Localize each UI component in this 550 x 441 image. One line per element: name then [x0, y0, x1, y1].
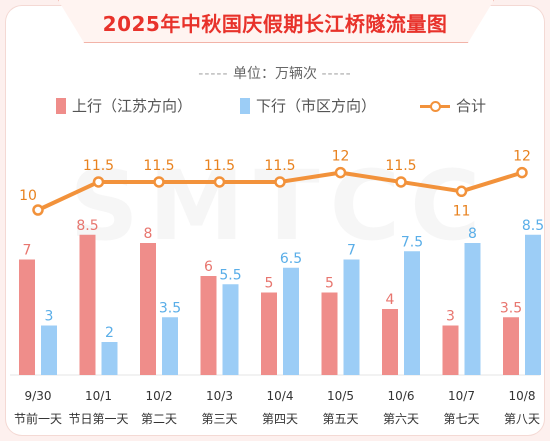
- x-tick-day-10/3: 第三天: [201, 412, 237, 426]
- bar-up-label-9/30: 7: [23, 243, 32, 259]
- bar-down-10/5: [343, 259, 360, 375]
- total-label-10/1: 11.5: [83, 158, 114, 174]
- bar-up-10/1: [79, 234, 96, 375]
- total-label-9/30: 10: [19, 188, 37, 204]
- legend: 上行（江苏方向） 下行（市区方向） 合计: [0, 95, 550, 115]
- total-label-10/5: 12: [332, 149, 350, 165]
- legend-item-total: 合计: [420, 95, 486, 116]
- legend-item-up: 上行（江苏方向）: [56, 95, 192, 116]
- bar-down-label-10/1: 2: [105, 325, 114, 341]
- total-point-10/8: [516, 166, 528, 179]
- total-label-10/2: 11.5: [143, 158, 174, 174]
- bar-up-10/6: [382, 309, 398, 375]
- x-tick-day-10/5: 第五天: [322, 412, 358, 426]
- bar-down-10/1: [101, 342, 118, 375]
- x-tick-day-9/30: 节前一天: [14, 411, 62, 426]
- total-point-10/2: [153, 176, 165, 188]
- bar-down-label-10/7: 8: [468, 226, 477, 242]
- x-tick-day-10/6: 第六天: [383, 412, 419, 426]
- bar-up-10/5: [321, 292, 338, 375]
- x-tick-date-10/8: 10/8: [509, 389, 536, 403]
- x-tick-day-10/8: 第八天: [504, 412, 540, 426]
- bar-up-label-10/2: 8: [144, 226, 153, 242]
- bar-up-label-10/3: 6: [204, 259, 213, 275]
- bar-up-10/7: [442, 325, 459, 375]
- total-label-10/3: 11.5: [204, 158, 235, 174]
- bar-down-10/6: [404, 251, 420, 375]
- unit-label-row: ----- 单位：万辆次 -----: [0, 63, 550, 83]
- unit-dash-right: -----: [321, 66, 352, 82]
- x-tick-day-10/7: 第七天: [443, 412, 479, 426]
- total-label-10/7: 11: [453, 203, 471, 219]
- bar-up-10/4: [261, 292, 277, 375]
- total-label-10/6: 11.5: [385, 158, 416, 174]
- bar-down-10/3: [222, 284, 239, 375]
- legend-swatch-up: [56, 97, 66, 114]
- unit-label: 单位：万辆次: [233, 66, 317, 82]
- unit-dash-left: -----: [198, 66, 229, 82]
- x-tick-date-10/1: 10/1: [85, 389, 112, 403]
- total-point-10/1: [92, 176, 105, 188]
- legend-label-down: 下行（市区方向）: [256, 97, 377, 115]
- x-tick-date-10/3: 10/3: [206, 389, 233, 403]
- bar-up-label-10/4: 5: [265, 276, 274, 292]
- bar-down-label-10/4: 6.5: [280, 251, 302, 267]
- total-label-10/4: 11.5: [264, 158, 295, 174]
- x-tick-date-9/30: 9/30: [25, 389, 52, 403]
- total-point-10/5: [334, 166, 347, 179]
- x-tick-date-10/7: 10/7: [448, 389, 475, 403]
- bar-up-label-10/5: 5: [325, 276, 334, 292]
- chart-title: 2025年中秋国庆假期长江桥隧流量图: [102, 12, 448, 36]
- total-point-10/4: [274, 176, 286, 188]
- x-tick-day-10/2: 第二天: [141, 412, 177, 426]
- legend-swatch-down: [240, 97, 250, 114]
- bar-down-label-9/30: 3: [45, 309, 54, 325]
- bar-down-label-10/5: 7: [347, 243, 356, 259]
- x-tick-day-10/4: 第四天: [262, 412, 298, 426]
- total-point-10/3: [213, 176, 226, 188]
- bar-down-label-10/3: 5.5: [219, 267, 241, 283]
- total-point-9/30: [32, 204, 44, 216]
- legend-swatch-total: [420, 98, 450, 114]
- bar-up-label-10/7: 3: [446, 309, 455, 325]
- bar-down-9/30: [41, 325, 57, 375]
- title-banner: [58, 0, 494, 43]
- bar-down-label-10/6: 7.5: [401, 234, 423, 250]
- bar-down-label-10/8: 8.5: [522, 218, 544, 234]
- bar-up-label-10/1: 8.5: [76, 218, 98, 234]
- total-point-10/6: [395, 176, 407, 188]
- x-tick-date-10/5: 10/5: [327, 389, 354, 403]
- bar-down-label-10/2: 3.5: [159, 300, 181, 316]
- bar-up-10/3: [200, 276, 217, 375]
- bar-up-9/30: [19, 259, 35, 375]
- bar-down-10/2: [162, 317, 178, 375]
- x-tick-date-10/2: 10/2: [146, 389, 173, 403]
- bar-down-10/4: [283, 267, 299, 375]
- legend-label-up: 上行（江苏方向）: [72, 97, 193, 115]
- total-label-10/8: 12: [513, 149, 531, 165]
- bar-up-label-10/8: 3.5: [500, 300, 522, 316]
- bar-up-10/8: [503, 317, 519, 375]
- x-tick-date-10/4: 10/4: [267, 389, 294, 403]
- bar-up-label-10/6: 4: [386, 292, 395, 308]
- bar-down-10/7: [464, 243, 481, 375]
- legend-label-total: 合计: [456, 97, 487, 115]
- total-point-10/7: [455, 185, 468, 198]
- x-tick-day-10/1: 节日第一天: [68, 412, 128, 426]
- x-tick-date-10/6: 10/6: [388, 389, 415, 403]
- bar-up-10/2: [140, 243, 156, 375]
- bar-down-10/8: [525, 234, 541, 375]
- legend-item-down: 下行（市区方向）: [240, 95, 376, 116]
